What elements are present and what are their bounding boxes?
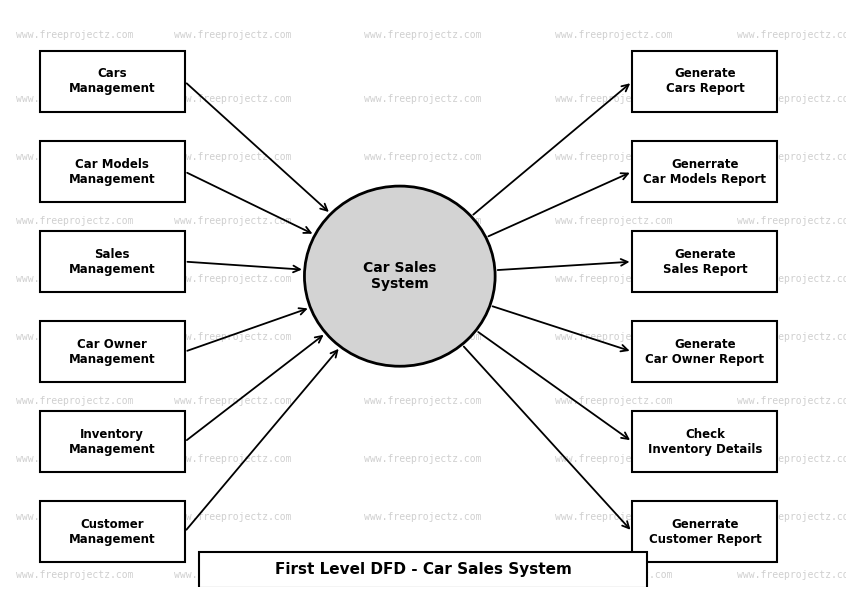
FancyBboxPatch shape [40,51,184,112]
FancyBboxPatch shape [632,412,777,472]
Text: www.freeprojectz.com: www.freeprojectz.com [555,512,673,522]
Text: www.freeprojectz.com: www.freeprojectz.com [16,570,134,581]
Text: Generate
Car Owner Report: Generate Car Owner Report [645,337,765,366]
Text: www.freeprojectz.com: www.freeprojectz.com [365,216,481,226]
Text: Customer
Management: Customer Management [69,518,156,546]
FancyBboxPatch shape [632,51,777,112]
FancyBboxPatch shape [40,501,184,562]
Text: Cars
Management: Cars Management [69,68,156,95]
Text: Generrate
Customer Report: Generrate Customer Report [649,518,761,546]
FancyBboxPatch shape [632,141,777,202]
Text: www.freeprojectz.com: www.freeprojectz.com [365,454,481,464]
Text: www.freeprojectz.com: www.freeprojectz.com [555,332,673,342]
Text: www.freeprojectz.com: www.freeprojectz.com [738,570,846,581]
Text: www.freeprojectz.com: www.freeprojectz.com [738,396,846,406]
Text: www.freeprojectz.com: www.freeprojectz.com [555,274,673,284]
Text: Sales
Management: Sales Management [69,248,156,276]
Text: www.freeprojectz.com: www.freeprojectz.com [738,332,846,342]
FancyBboxPatch shape [40,321,184,382]
Text: www.freeprojectz.com: www.freeprojectz.com [173,396,291,406]
FancyBboxPatch shape [199,551,647,588]
Text: www.freeprojectz.com: www.freeprojectz.com [555,454,673,464]
Text: www.freeprojectz.com: www.freeprojectz.com [16,512,134,522]
Text: www.freeprojectz.com: www.freeprojectz.com [173,274,291,284]
Text: www.freeprojectz.com: www.freeprojectz.com [365,152,481,162]
Text: www.freeprojectz.com: www.freeprojectz.com [16,94,134,104]
Text: www.freeprojectz.com: www.freeprojectz.com [365,570,481,581]
Text: www.freeprojectz.com: www.freeprojectz.com [365,30,481,40]
Text: Car Sales
System: Car Sales System [363,261,437,291]
Text: www.freeprojectz.com: www.freeprojectz.com [365,332,481,342]
FancyBboxPatch shape [40,141,184,202]
Text: www.freeprojectz.com: www.freeprojectz.com [16,454,134,464]
Text: www.freeprojectz.com: www.freeprojectz.com [738,274,846,284]
FancyBboxPatch shape [632,321,777,382]
Text: www.freeprojectz.com: www.freeprojectz.com [365,274,481,284]
Text: Inventory
Management: Inventory Management [69,428,156,456]
Ellipse shape [305,186,495,366]
Text: Check
Inventory Details: Check Inventory Details [648,428,762,456]
FancyBboxPatch shape [632,231,777,292]
Text: www.freeprojectz.com: www.freeprojectz.com [16,30,134,40]
Text: www.freeprojectz.com: www.freeprojectz.com [173,332,291,342]
Text: www.freeprojectz.com: www.freeprojectz.com [16,274,134,284]
Text: www.freeprojectz.com: www.freeprojectz.com [173,216,291,226]
Text: www.freeprojectz.com: www.freeprojectz.com [738,512,846,522]
Text: www.freeprojectz.com: www.freeprojectz.com [365,512,481,522]
Text: www.freeprojectz.com: www.freeprojectz.com [738,216,846,226]
FancyBboxPatch shape [40,231,184,292]
Text: www.freeprojectz.com: www.freeprojectz.com [173,512,291,522]
Text: www.freeprojectz.com: www.freeprojectz.com [738,30,846,40]
Text: www.freeprojectz.com: www.freeprojectz.com [555,94,673,104]
Text: www.freeprojectz.com: www.freeprojectz.com [16,396,134,406]
Text: Car Models
Management: Car Models Management [69,158,156,186]
Text: Generate
Sales Report: Generate Sales Report [662,248,747,276]
Text: First Level DFD - Car Sales System: First Level DFD - Car Sales System [275,562,571,577]
Text: www.freeprojectz.com: www.freeprojectz.com [555,216,673,226]
Text: www.freeprojectz.com: www.freeprojectz.com [173,94,291,104]
Text: www.freeprojectz.com: www.freeprojectz.com [173,454,291,464]
Text: Generate
Cars Report: Generate Cars Report [666,68,744,95]
Text: www.freeprojectz.com: www.freeprojectz.com [173,152,291,162]
Text: www.freeprojectz.com: www.freeprojectz.com [555,570,673,581]
Text: www.freeprojectz.com: www.freeprojectz.com [555,152,673,162]
Text: Car Owner
Management: Car Owner Management [69,337,156,366]
FancyBboxPatch shape [632,501,777,562]
FancyBboxPatch shape [40,412,184,472]
Text: www.freeprojectz.com: www.freeprojectz.com [555,30,673,40]
Text: Generrate
Car Models Report: Generrate Car Models Report [644,158,766,186]
Text: www.freeprojectz.com: www.freeprojectz.com [173,30,291,40]
Text: www.freeprojectz.com: www.freeprojectz.com [365,94,481,104]
Text: www.freeprojectz.com: www.freeprojectz.com [555,396,673,406]
Text: www.freeprojectz.com: www.freeprojectz.com [16,216,134,226]
Text: www.freeprojectz.com: www.freeprojectz.com [16,332,134,342]
Text: www.freeprojectz.com: www.freeprojectz.com [738,454,846,464]
Text: www.freeprojectz.com: www.freeprojectz.com [365,396,481,406]
Text: www.freeprojectz.com: www.freeprojectz.com [738,94,846,104]
Text: www.freeprojectz.com: www.freeprojectz.com [173,570,291,581]
Text: www.freeprojectz.com: www.freeprojectz.com [16,152,134,162]
Text: www.freeprojectz.com: www.freeprojectz.com [738,152,846,162]
